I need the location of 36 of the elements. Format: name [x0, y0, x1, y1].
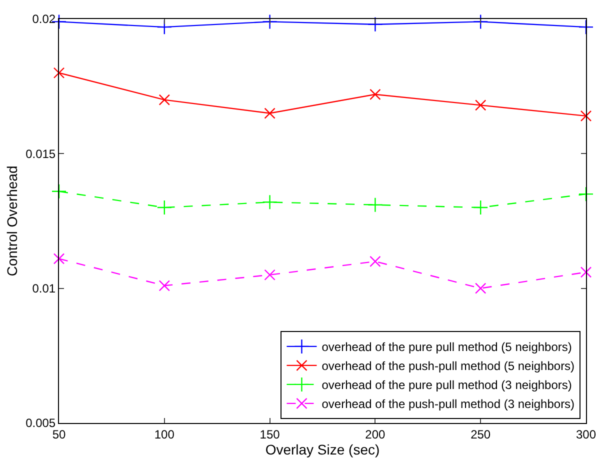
point: [158, 280, 170, 292]
y-tick-label: 0.015: [26, 146, 56, 161]
point: [368, 197, 383, 212]
point: [156, 200, 172, 216]
point: [580, 110, 592, 122]
point: [264, 108, 276, 119]
legend-label: overhead of the push-pull method (3 neighbors): [322, 397, 575, 412]
x-tick-label: 100: [154, 427, 175, 442]
x-tick-label: 250: [470, 427, 491, 442]
x-tick-label: 200: [365, 427, 386, 442]
point: [578, 19, 594, 35]
x-tick-label: 300: [576, 427, 596, 442]
point: [578, 186, 594, 202]
point: [53, 67, 65, 78]
legend-label: overhead of the pure pull method (3 neighbors): [322, 378, 572, 392]
legend-label: overhead of the pure pull method (5 neighbors): [322, 340, 572, 354]
point: [264, 269, 276, 280]
point: [370, 256, 381, 267]
point: [580, 266, 592, 278]
point: [158, 94, 170, 106]
legend-label: overhead of the push-pull method (5 neighbors): [322, 359, 575, 374]
point: [368, 16, 383, 32]
point: [51, 184, 67, 199]
x-tick-label: 150: [260, 427, 280, 442]
point: [370, 88, 381, 100]
point: [262, 14, 278, 30]
point: [53, 253, 65, 264]
y-axis-title: Control Overhead: [4, 166, 20, 276]
point: [475, 282, 486, 294]
point: [475, 100, 486, 111]
x-axis-title: Overlay Size (sec): [265, 442, 380, 458]
point: [473, 14, 488, 30]
y-tick-label: 0.02: [32, 12, 56, 26]
y-tick-label: 0.01: [32, 282, 56, 296]
point: [262, 194, 278, 210]
point: [473, 200, 488, 216]
